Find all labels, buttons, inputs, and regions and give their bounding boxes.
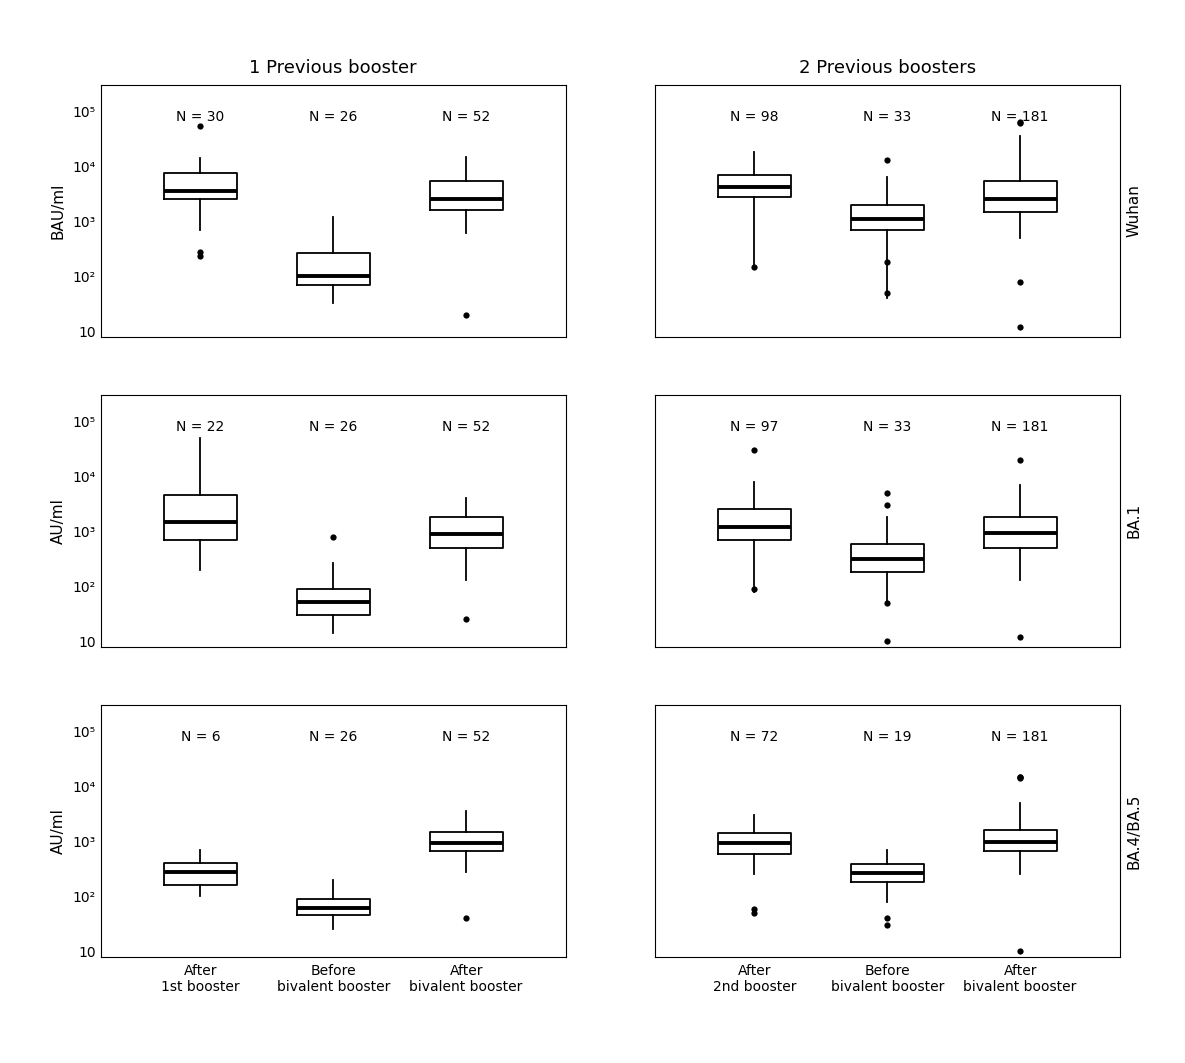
Text: N = 181: N = 181 bbox=[992, 730, 1049, 744]
Text: N = 6: N = 6 bbox=[180, 730, 220, 744]
Text: BA.1: BA.1 bbox=[1127, 503, 1141, 539]
Text: N = 30: N = 30 bbox=[177, 111, 224, 124]
Text: Wuhan: Wuhan bbox=[1127, 184, 1141, 237]
Text: 1 Previous booster: 1 Previous booster bbox=[250, 58, 417, 77]
Text: BA.4/BA.5: BA.4/BA.5 bbox=[1127, 793, 1141, 868]
Text: N = 52: N = 52 bbox=[442, 420, 491, 435]
Text: N = 33: N = 33 bbox=[863, 420, 911, 435]
Text: N = 26: N = 26 bbox=[309, 730, 358, 744]
Text: N = 97: N = 97 bbox=[730, 420, 779, 435]
Text: N = 181: N = 181 bbox=[992, 111, 1049, 124]
Text: N = 52: N = 52 bbox=[442, 111, 491, 124]
Text: N = 72: N = 72 bbox=[730, 730, 779, 744]
Y-axis label: AU/ml: AU/ml bbox=[51, 497, 65, 544]
Text: N = 181: N = 181 bbox=[992, 420, 1049, 435]
Text: N = 26: N = 26 bbox=[309, 111, 358, 124]
Text: N = 19: N = 19 bbox=[863, 730, 911, 744]
Text: 2 Previous boosters: 2 Previous boosters bbox=[799, 58, 975, 77]
Text: N = 98: N = 98 bbox=[730, 111, 779, 124]
Text: N = 26: N = 26 bbox=[309, 420, 358, 435]
Text: N = 52: N = 52 bbox=[442, 730, 491, 744]
Text: N = 33: N = 33 bbox=[863, 111, 911, 124]
Y-axis label: AU/ml: AU/ml bbox=[51, 808, 65, 854]
Text: N = 22: N = 22 bbox=[177, 420, 224, 435]
Y-axis label: BAU/ml: BAU/ml bbox=[51, 183, 65, 239]
